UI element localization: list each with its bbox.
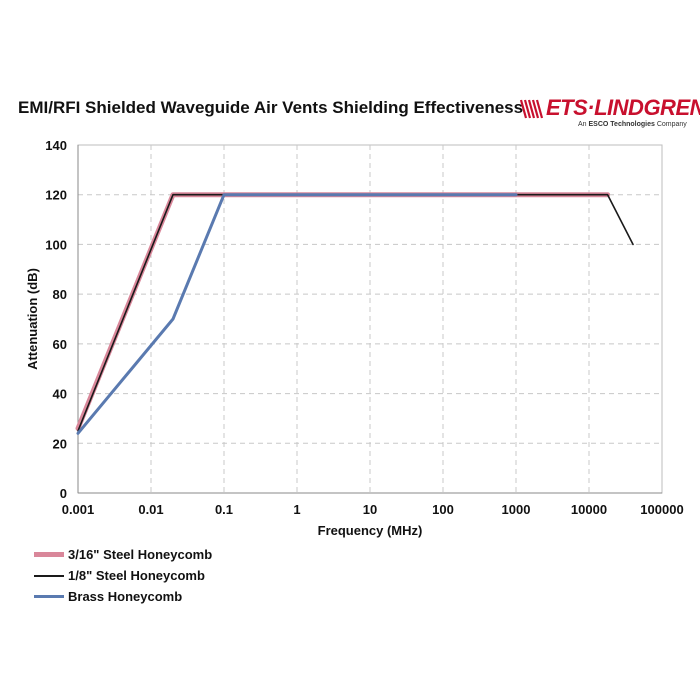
legend: 3/16" Steel Honeycomb 1/8" Steel Honeycom… [34,544,212,607]
legend-swatch [34,595,64,598]
x-tick-label: 0.1 [215,502,233,517]
y-tick-label: 60 [53,337,67,352]
axes [77,145,662,494]
x-tick-label: 10000 [571,502,607,517]
logo-wave-icon [520,99,544,119]
y-tick-label: 40 [53,387,67,402]
chart-title: EMI/RFI Shielded Waveguide Air Vents Shi… [18,98,524,117]
x-tick-label: 0.01 [138,502,163,517]
x-tick-label: 0.001 [62,502,95,517]
x-tick-label: 100000 [640,502,683,517]
legend-swatch [34,574,64,577]
company-logo: ETS·LINDGREN An ESCO Technologies Compan… [520,95,700,135]
series-lines [75,192,634,435]
logo-tagline: An ESCO Technologies Company [578,121,687,128]
legend-label: Brass Honeycomb [68,589,183,604]
x-tick-label: 1 [293,502,300,517]
y-tick-label: 140 [45,138,67,153]
grid-lines [78,145,662,493]
series-line-2 [76,193,518,435]
legend-label: 3/16" Steel Honeycomb [68,547,213,562]
x-axis-label: Frequency (MHz) [318,523,423,538]
y-tick-label: 100 [45,237,67,252]
x-tick-label: 100 [432,502,454,517]
logo-brand-text: ETS·LINDGREN [546,95,700,120]
y-tick-label: 80 [53,287,67,302]
legend-item: 3/16" Steel Honeycomb [34,544,212,565]
y-tick-label: 120 [45,188,67,203]
y-axis-ticks: 0 20 40 60 80 100 120 140 [45,138,67,501]
legend-swatch [34,552,64,557]
y-axis-label: Attenuation (dB) [25,268,40,370]
legend-label: 1/8" Steel Honeycomb [68,568,205,583]
y-tick-label: 20 [53,436,67,451]
legend-item: 1/8" Steel Honeycomb [34,565,212,586]
y-tick-label: 0 [60,486,67,501]
legend-item: Brass Honeycomb [34,586,212,607]
x-tick-label: 1000 [502,502,531,517]
x-tick-label: 10 [363,502,377,517]
x-axis-ticks: 0.001 0.01 0.1 1 10 100 1000 10000 100000 [62,502,684,517]
